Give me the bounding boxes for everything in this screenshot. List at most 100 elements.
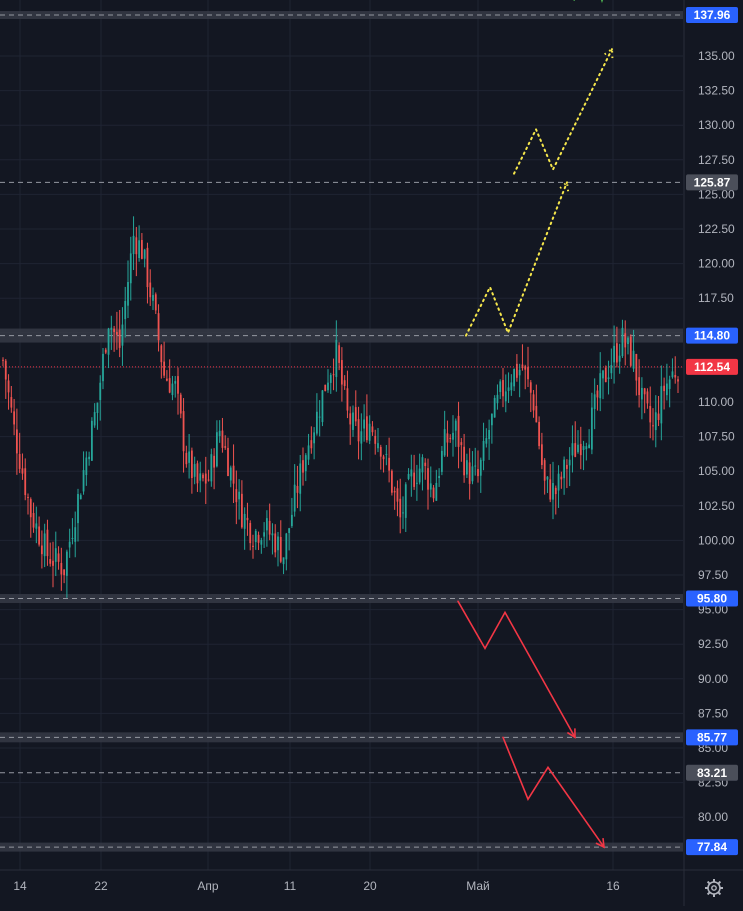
candle	[182, 398, 185, 473]
candle	[185, 445, 188, 468]
gear-icon[interactable]	[704, 878, 724, 898]
candle	[654, 395, 657, 448]
candle-body	[354, 407, 357, 422]
candle-body	[410, 469, 413, 477]
candle	[446, 420, 449, 457]
candle-body	[668, 379, 671, 389]
candle-body	[527, 367, 529, 380]
candle-body	[35, 523, 38, 529]
candle-body	[496, 394, 499, 404]
candle-body	[385, 453, 388, 455]
candle	[90, 417, 93, 461]
candle	[618, 343, 621, 374]
candle-body	[382, 456, 385, 460]
candle-body	[99, 382, 102, 401]
candle-body	[221, 430, 224, 448]
candle-body	[46, 529, 49, 557]
candle-body	[324, 384, 327, 391]
candle	[140, 233, 143, 260]
y-tick-label: 130.00	[698, 118, 735, 132]
candle-body	[674, 374, 677, 378]
candle	[74, 511, 77, 558]
candle-body	[607, 377, 610, 380]
candle-body	[254, 530, 257, 543]
y-tick-label: 92.50	[698, 637, 728, 651]
candle-body	[585, 446, 588, 450]
candle	[129, 236, 132, 301]
candle	[252, 534, 254, 559]
candle-body	[43, 533, 46, 557]
candle	[646, 388, 649, 409]
candle-body	[68, 541, 71, 548]
y-tick-label: 105.00	[698, 464, 735, 478]
candle-body	[588, 444, 591, 448]
candle-body	[502, 380, 504, 397]
candle	[104, 347, 107, 355]
candle-body	[171, 383, 174, 396]
candle	[263, 522, 266, 549]
candle	[277, 532, 279, 567]
candle	[468, 448, 471, 500]
candle-body	[632, 350, 635, 369]
projection-path-red-arrowhead	[595, 838, 605, 849]
candle	[221, 417, 224, 453]
candle	[207, 469, 210, 482]
candle	[168, 359, 171, 394]
candle-body	[590, 407, 593, 450]
candle	[54, 531, 57, 577]
candle	[579, 426, 582, 470]
candle-body	[565, 464, 568, 469]
candle	[160, 344, 163, 379]
candle	[71, 518, 74, 545]
candle	[627, 336, 629, 355]
candle-body	[63, 569, 66, 576]
candle-body	[452, 432, 454, 440]
candle-body	[418, 468, 421, 483]
candle	[499, 379, 502, 400]
candle-body	[82, 470, 85, 492]
candle	[552, 461, 554, 520]
candle	[296, 465, 299, 509]
candle	[504, 374, 507, 413]
candle	[574, 421, 577, 458]
candle-body	[510, 382, 513, 391]
candle	[410, 454, 413, 497]
candle	[340, 347, 343, 402]
candle	[304, 453, 307, 482]
candle	[388, 437, 391, 483]
candle	[588, 429, 591, 449]
candle-body	[374, 435, 377, 444]
candle	[343, 375, 346, 390]
candle	[163, 341, 166, 378]
support-zone	[0, 842, 683, 852]
resistance-zone	[0, 328, 683, 343]
candle	[377, 427, 379, 453]
candle	[671, 358, 674, 379]
candle	[668, 375, 671, 408]
candle	[24, 458, 27, 501]
candle	[199, 461, 202, 493]
candle-body	[546, 476, 549, 480]
candle	[165, 370, 168, 382]
candle	[649, 386, 652, 439]
support-zone	[0, 732, 683, 743]
candle	[124, 286, 127, 338]
candle	[585, 442, 588, 461]
candle-body	[465, 460, 468, 475]
candle-body	[529, 382, 532, 393]
candle-body	[549, 479, 552, 500]
x-tick-label: Май	[466, 879, 490, 893]
price-badge-label: 95.80	[697, 592, 727, 606]
candle-body	[79, 495, 82, 500]
candle-body	[190, 450, 193, 479]
candle-body	[454, 420, 457, 431]
candle-body	[304, 455, 307, 472]
candle-body	[440, 450, 443, 472]
candle	[352, 405, 354, 437]
candle-body	[657, 413, 660, 421]
candle-body	[446, 433, 449, 443]
candle-body	[443, 429, 446, 456]
candle-body	[471, 466, 474, 482]
